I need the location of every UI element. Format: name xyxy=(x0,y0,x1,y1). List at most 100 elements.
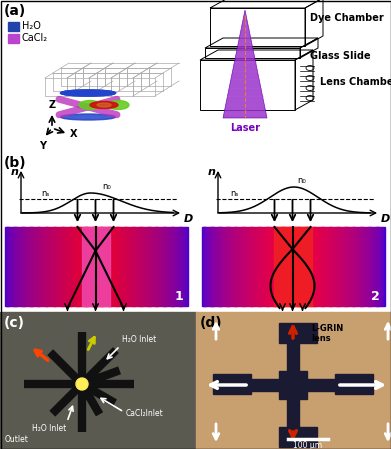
Bar xyxy=(136,227,137,306)
Bar xyxy=(142,227,144,306)
Bar xyxy=(117,227,119,306)
Bar xyxy=(22,227,24,306)
Bar xyxy=(346,227,348,306)
Bar xyxy=(27,227,29,306)
Bar xyxy=(147,227,149,306)
Bar xyxy=(279,227,280,306)
Bar xyxy=(335,227,337,306)
Bar xyxy=(51,227,52,306)
Bar xyxy=(133,227,135,306)
Bar xyxy=(276,227,278,306)
Bar xyxy=(28,227,30,306)
Bar xyxy=(90,227,91,306)
Bar xyxy=(239,227,240,306)
Bar xyxy=(202,227,204,306)
Bar xyxy=(294,227,295,306)
Bar xyxy=(307,379,335,391)
Bar xyxy=(228,227,230,306)
Bar xyxy=(154,227,156,306)
Bar xyxy=(237,227,238,306)
Bar xyxy=(282,227,284,306)
Bar xyxy=(93,227,95,306)
Text: 2: 2 xyxy=(371,290,380,303)
Bar xyxy=(305,227,307,306)
Bar xyxy=(78,227,80,306)
Bar xyxy=(336,227,338,306)
Text: 100 μm: 100 μm xyxy=(293,441,323,449)
Bar xyxy=(153,227,154,306)
Bar xyxy=(365,227,366,306)
Bar xyxy=(74,227,75,306)
Bar xyxy=(53,227,55,306)
Text: L-GRIN
lens: L-GRIN lens xyxy=(311,324,343,343)
Bar xyxy=(85,227,87,306)
Bar xyxy=(31,227,33,306)
Bar xyxy=(281,227,283,306)
Bar xyxy=(37,227,39,306)
Bar xyxy=(14,227,16,306)
Bar xyxy=(29,227,30,306)
Bar xyxy=(8,22,19,31)
Bar xyxy=(135,227,136,306)
Bar xyxy=(121,227,122,306)
Bar xyxy=(68,227,70,306)
Bar xyxy=(130,227,131,306)
Bar xyxy=(354,227,356,306)
Bar xyxy=(366,227,368,306)
Bar xyxy=(332,227,333,306)
Bar xyxy=(259,227,261,306)
Bar xyxy=(48,227,50,306)
Bar xyxy=(353,227,355,306)
Bar xyxy=(351,227,353,306)
Bar xyxy=(95,227,97,306)
Bar xyxy=(371,227,373,306)
Bar xyxy=(141,227,143,306)
Bar xyxy=(60,227,62,306)
Bar xyxy=(295,227,296,306)
Bar xyxy=(321,227,323,306)
Bar xyxy=(285,227,286,306)
Bar xyxy=(225,227,226,306)
Bar xyxy=(9,227,10,306)
Bar xyxy=(169,227,170,306)
Bar xyxy=(367,227,369,306)
Bar xyxy=(306,227,308,306)
Bar xyxy=(219,227,221,306)
Bar xyxy=(157,227,159,306)
Bar xyxy=(242,227,244,306)
Bar xyxy=(350,227,352,306)
Bar xyxy=(230,227,231,306)
Text: H₂O: H₂O xyxy=(22,21,41,31)
Bar xyxy=(163,227,165,306)
Bar xyxy=(303,227,305,306)
Bar xyxy=(357,227,358,306)
Bar xyxy=(244,227,246,306)
Bar xyxy=(292,227,294,306)
Bar xyxy=(155,227,157,306)
Bar xyxy=(122,227,124,306)
Bar xyxy=(325,227,326,306)
Text: nₛ: nₛ xyxy=(41,189,50,198)
Polygon shape xyxy=(223,10,267,118)
Bar xyxy=(63,227,65,306)
Bar xyxy=(32,227,34,306)
Bar xyxy=(73,227,74,306)
Bar xyxy=(108,227,110,306)
Bar xyxy=(6,227,8,306)
Bar xyxy=(291,227,293,306)
Text: (d): (d) xyxy=(200,316,222,330)
Bar xyxy=(221,227,222,306)
Bar xyxy=(58,227,59,306)
Circle shape xyxy=(76,378,88,390)
Bar xyxy=(362,227,364,306)
Bar xyxy=(267,227,269,306)
Bar xyxy=(109,227,111,306)
Bar xyxy=(217,227,219,306)
Bar xyxy=(322,227,324,306)
Bar xyxy=(211,227,213,306)
Bar xyxy=(36,227,38,306)
Bar xyxy=(205,227,207,306)
Bar xyxy=(66,227,67,306)
Bar xyxy=(264,227,265,306)
Bar xyxy=(273,227,274,306)
